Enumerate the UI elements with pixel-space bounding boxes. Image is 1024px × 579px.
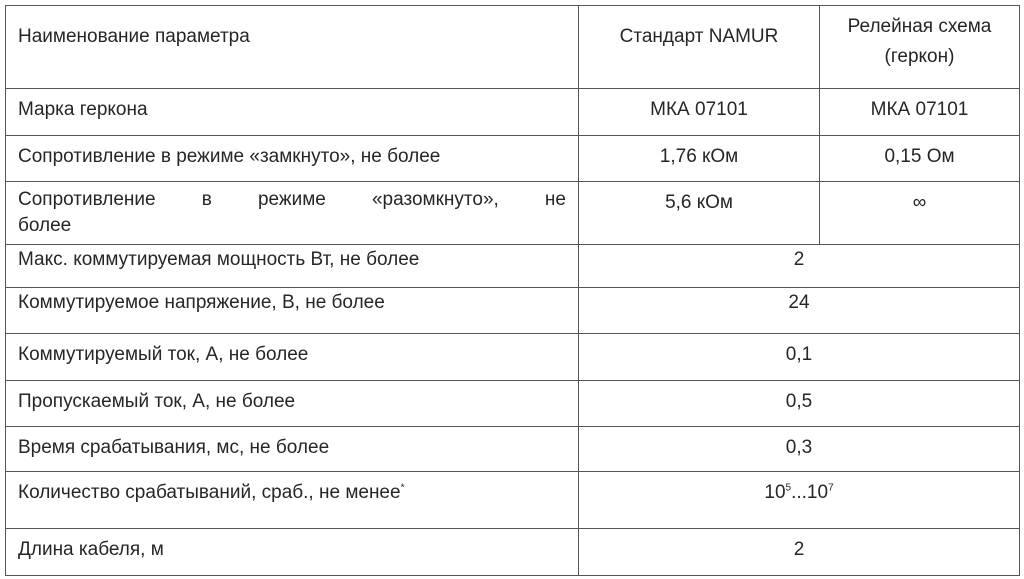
param-cell: Сопротивление в режиме «замкнуто», не бо…: [5, 135, 579, 182]
footnote-mark: *: [400, 482, 405, 494]
value-base1: 10: [764, 482, 786, 503]
table-row: Количество срабатываний, сраб., не менее…: [5, 471, 1020, 529]
value-base2: 10: [806, 482, 829, 503]
param-text: Количество срабатываний, сраб., не менее: [18, 482, 401, 503]
parameters-table: Наименование параметра Стандарт NAMUR Ре…: [5, 5, 1020, 576]
table-row: Время срабатывания, мс, не более 0,3: [5, 426, 1020, 472]
table-row: Марка геркона МКА 07101 МКА 07101: [5, 88, 1020, 136]
value-cell: 2: [578, 244, 1020, 288]
namur-cell: 1,76 кОм: [578, 135, 820, 182]
table-row: Коммутируемое напряжение, В, не более 24: [5, 287, 1020, 334]
param-cell: Марка геркона: [5, 88, 579, 136]
header-relay: Релейная схема (геркон): [819, 5, 1020, 89]
table-row: Сопротивление в режиме «замкнуто», не бо…: [5, 135, 1020, 182]
value-cell: 0,5: [578, 380, 1020, 427]
param-cell: Время срабатывания, мс, не более: [5, 426, 579, 472]
header-param: Наименование параметра: [5, 5, 579, 89]
table-row: Сопротивление в режиме «разомкнуто», не б…: [5, 181, 1020, 245]
param-line2: более: [18, 215, 72, 236]
param-cell: Длина кабеля, м: [5, 528, 579, 576]
header-relay-line1: Релейная схема: [847, 16, 992, 37]
relay-cell: МКА 07101: [819, 88, 1020, 136]
param-cell: Количество срабатываний, сраб., не менее…: [5, 471, 579, 529]
value-cell: 0,3: [578, 426, 1020, 472]
value-cell: 2: [578, 528, 1020, 576]
relay-cell: ∞: [819, 181, 1020, 245]
namur-cell: МКА 07101: [578, 88, 820, 136]
value-sep: ...: [791, 482, 807, 503]
header-relay-line2: (геркон): [884, 46, 955, 67]
table-row: Макс. коммутируемая мощность Вт, не боле…: [5, 244, 1020, 288]
table-row: Пропускаемый ток, А, не более 0,5: [5, 380, 1020, 427]
relay-cell: 0,15 Ом: [819, 135, 1020, 182]
value-exp2: 7: [828, 482, 834, 494]
param-line1: Сопротивление в режиме «разомкнуто», не: [18, 189, 566, 210]
param-cell: Сопротивление в режиме «разомкнуто», не б…: [5, 181, 579, 245]
value-exp1: 5: [785, 482, 792, 494]
param-cell: Макс. коммутируемая мощность Вт, не боле…: [5, 244, 579, 288]
table-row: Коммутируемый ток, А, не более 0,1: [5, 333, 1020, 381]
header-row: Наименование параметра Стандарт NAMUR Ре…: [5, 5, 1020, 89]
value-cell: 0,1: [578, 333, 1020, 381]
param-cell: Коммутируемый ток, А, не более: [5, 333, 579, 381]
header-namur: Стандарт NAMUR: [578, 5, 820, 89]
param-cell: Пропускаемый ток, А, не более: [5, 380, 579, 427]
value-cell: 105...107: [578, 471, 1020, 529]
table-row: Длина кабеля, м 2: [5, 528, 1020, 576]
param-cell: Коммутируемое напряжение, В, не более: [5, 287, 579, 334]
value-cell: 24: [578, 287, 1020, 334]
namur-cell: 5,6 кОм: [578, 181, 820, 245]
